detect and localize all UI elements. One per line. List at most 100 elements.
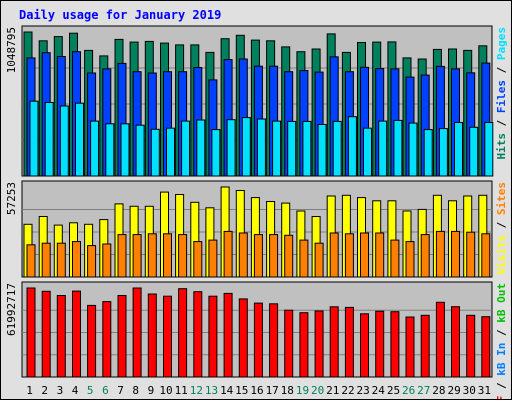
legend-entry: / — [495, 323, 508, 343]
bar-sites — [360, 232, 369, 278]
bar-sites — [102, 243, 112, 278]
bar-sites — [314, 242, 324, 278]
bar-kb-f — [87, 304, 97, 378]
day-tick-label: 15 — [235, 384, 248, 397]
day-tick-label: 28 — [432, 384, 445, 397]
bar-sites — [284, 234, 294, 278]
bar-kb-f — [466, 314, 476, 378]
bar-kb-f — [253, 302, 263, 378]
legend: Hits / Files / Pages — [495, 27, 508, 160]
day-tick-label: 3 — [57, 384, 64, 397]
bar-pages — [484, 122, 494, 177]
day-tick-label: 29 — [447, 384, 460, 397]
bar-kb-f — [208, 295, 218, 378]
bar-kb-f — [193, 291, 203, 378]
bar-kb-f — [26, 287, 36, 378]
day-tick-label: 6 — [102, 384, 109, 397]
bar-sites — [329, 232, 339, 278]
bar-kb-f — [223, 292, 233, 378]
bar-kb-f — [117, 295, 127, 378]
day-tick-label: 18 — [281, 384, 294, 397]
day-tick-label: 2 — [41, 384, 48, 397]
day-tick-label: 12 — [190, 384, 203, 397]
bar-sites — [163, 233, 172, 278]
chart-title: Daily usage for January 2019 — [19, 8, 221, 22]
bar-sites — [208, 239, 218, 278]
bar-sites — [223, 230, 233, 278]
day-tick-label: 19 — [296, 384, 309, 397]
bar-kb-f — [41, 290, 51, 378]
bar-sites — [420, 234, 430, 278]
bar-pages — [332, 120, 342, 177]
bar-kb-f — [390, 311, 400, 378]
bar-pages — [438, 128, 448, 177]
day-tick-label: 4 — [72, 384, 79, 397]
bar-kb-f — [56, 295, 66, 378]
bar-kb-f — [314, 310, 324, 378]
bar-kb-f — [284, 309, 294, 378]
bar-pages — [302, 120, 312, 177]
bar-pages — [363, 127, 372, 177]
bar-pages — [393, 119, 403, 177]
bar-sites — [41, 242, 51, 278]
bar-kb-f — [344, 306, 354, 378]
bar-kb-f — [420, 314, 430, 378]
bar-pages — [469, 126, 479, 177]
bar-pages — [196, 119, 206, 177]
bar-kb-f — [102, 301, 112, 378]
bar-pages — [454, 122, 463, 177]
bar-kb-f — [147, 293, 157, 378]
legend-entry: / — [495, 376, 508, 396]
bar-pages — [317, 124, 327, 177]
day-tick-label: 31 — [478, 384, 491, 397]
bar-sites — [132, 234, 142, 278]
bar-pages — [287, 120, 297, 177]
day-tick-label: 9 — [148, 384, 155, 397]
bar-sites — [253, 234, 263, 278]
bar-pages — [44, 102, 54, 177]
bar-kb-f — [163, 295, 172, 378]
bar-kb-f — [269, 303, 279, 378]
bar-kb-f — [451, 306, 460, 378]
bar-pages — [181, 120, 191, 177]
bar-pages — [241, 117, 251, 177]
bar-sites — [481, 233, 491, 278]
bar-sites — [178, 234, 188, 278]
bar-pages — [226, 119, 236, 177]
bar-kb-f — [132, 287, 142, 378]
legend-entry: Visits — [495, 235, 508, 275]
legend-entry: Files — [495, 80, 508, 113]
day-tick-label: 10 — [159, 384, 172, 397]
bar-sites — [147, 233, 157, 278]
bar-kb-f — [178, 288, 188, 378]
day-tick-label: 7 — [117, 384, 124, 397]
bar-kb-f — [481, 316, 491, 378]
day-tick-label: 1 — [26, 384, 33, 397]
legend-entry: / — [495, 60, 508, 80]
ymax-label: 61992717 — [5, 283, 18, 336]
day-tick-label: 22 — [341, 384, 354, 397]
bar-kb-f — [405, 316, 415, 378]
bar-sites — [117, 234, 127, 278]
bar-kb-f — [435, 301, 445, 378]
day-tick-label: 17 — [266, 384, 279, 397]
bar-sites — [405, 241, 415, 278]
bar-sites — [375, 232, 385, 278]
bar-pages — [120, 123, 130, 177]
legend-entry: / — [495, 113, 508, 133]
bar-sites — [435, 230, 445, 278]
bar-sites — [72, 241, 81, 278]
bar-kb-f — [72, 290, 81, 378]
ymax-label: 1048795 — [5, 27, 18, 73]
bar-pages — [59, 105, 69, 177]
ymax-label: 57253 — [5, 182, 18, 215]
bar-sites — [193, 241, 203, 278]
bar-kb-f — [375, 310, 385, 378]
bar-kb-f — [238, 298, 248, 378]
bar-sites — [466, 231, 476, 278]
bar-sites — [87, 245, 97, 278]
legend: Visits / Sites — [495, 182, 508, 275]
day-tick-label: 26 — [402, 384, 415, 397]
bar-sites — [344, 233, 354, 278]
